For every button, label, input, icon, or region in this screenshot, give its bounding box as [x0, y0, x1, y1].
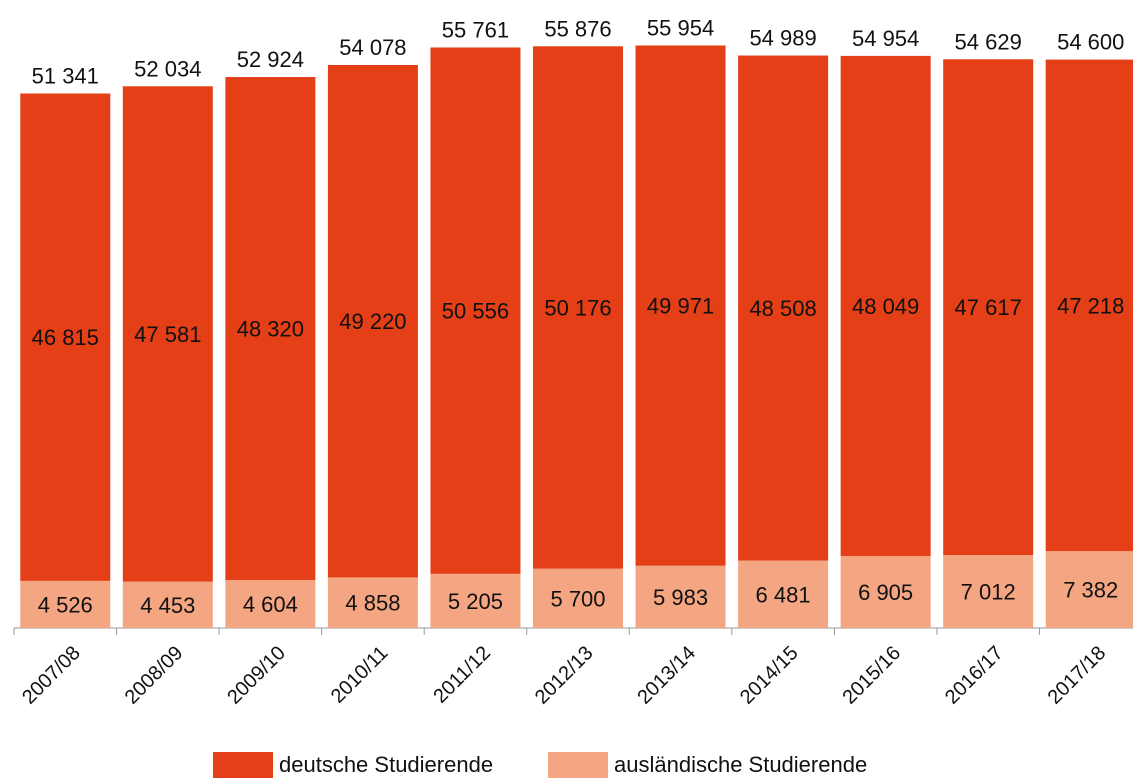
total-label-4: 55 761: [442, 17, 509, 42]
bar-auslaendische-9: [943, 555, 1034, 628]
total-label-7: 54 989: [749, 26, 816, 51]
x-tick-label-10: 2017/18: [1044, 642, 1111, 709]
bar-auslaendische-8: [840, 556, 931, 628]
legend-label-deutsche: deutsche Studierende: [279, 752, 494, 777]
total-label-5: 55 876: [544, 16, 611, 41]
bar-auslaendische-7: [738, 560, 829, 628]
x-tick-label-7: 2014/15: [736, 642, 803, 709]
data-label-deutsche-1: 47 581: [134, 322, 201, 347]
bar-auslaendische-0: [20, 580, 111, 628]
x-tick-label-8: 2015/16: [838, 642, 905, 709]
data-label-auslaendische-3: 4 858: [345, 591, 400, 616]
bar-auslaendische-4: [430, 573, 521, 628]
data-label-deutsche-2: 48 320: [237, 317, 304, 342]
bar-deutsche-5: [533, 46, 623, 569]
data-label-deutsche-8: 48 049: [852, 294, 919, 319]
data-label-auslaendische-0: 4 526: [38, 592, 93, 617]
x-tick-label-1: 2008/09: [121, 642, 188, 709]
x-tick-label-2: 2009/10: [223, 642, 290, 709]
legend: deutsche Studierende ausländische Studie…: [0, 752, 1133, 782]
bar-deutsche-10: [1045, 59, 1133, 552]
legend-item-auslaendische: ausländische Studierende: [548, 752, 867, 778]
bar-auslaendische-5: [533, 568, 623, 628]
bar-deutsche-1: [122, 86, 213, 582]
stacked-bar-chart: 4 526 46 815 51 341 2007/08 4 453 47 581 52 03…: [13, 15, 1133, 709]
x-tick-label-0: 2007/08: [18, 642, 85, 709]
x-tick-label-5: 2012/13: [531, 642, 598, 709]
data-label-deutsche-0: 46 815: [32, 325, 99, 350]
data-label-deutsche-7: 48 508: [749, 296, 816, 321]
bar-auslaendische-2: [225, 580, 316, 628]
legend-swatch-auslaendische: [548, 752, 608, 778]
total-label-1: 52 034: [134, 56, 201, 81]
bar-deutsche-6: [635, 45, 726, 566]
data-label-auslaendische-5: 5 700: [550, 586, 605, 611]
data-label-auslaendische-8: 6 905: [858, 580, 913, 605]
total-label-9: 54 629: [955, 29, 1022, 54]
total-label-8: 54 954: [852, 26, 919, 51]
legend-swatch-deutsche: [213, 752, 273, 778]
x-tick-label-6: 2013/14: [633, 642, 700, 709]
bar-auslaendische-6: [635, 565, 726, 628]
data-label-auslaendische-9: 7 012: [961, 580, 1016, 605]
data-label-auslaendische-4: 5 205: [448, 589, 503, 614]
data-label-deutsche-9: 47 617: [955, 295, 1022, 320]
bar-deutsche-7: [738, 55, 829, 561]
bar-deutsche-3: [327, 65, 418, 578]
data-label-deutsche-3: 49 220: [339, 309, 406, 334]
bar-deutsche-2: [225, 77, 316, 581]
total-label-10: 54 600: [1057, 30, 1124, 55]
data-label-deutsche-5: 50 176: [544, 295, 611, 320]
data-label-auslaendische-7: 6 481: [756, 582, 811, 607]
data-label-auslaendische-1: 4 453: [140, 593, 195, 618]
bar-deutsche-8: [840, 55, 931, 557]
data-label-deutsche-6: 49 971: [647, 294, 714, 319]
total-label-0: 51 341: [32, 64, 99, 89]
x-tick-label-9: 2016/17: [941, 642, 1008, 709]
bar-deutsche-4: [430, 47, 521, 574]
total-label-6: 55 954: [647, 15, 714, 40]
bar-auslaendische-3: [327, 577, 418, 628]
total-label-3: 54 078: [339, 35, 406, 60]
data-label-auslaendische-10: 7 382: [1063, 578, 1118, 603]
legend-label-auslaendische: ausländische Studierende: [614, 752, 868, 777]
legend-item-deutsche: deutsche Studierende: [213, 752, 493, 778]
data-label-deutsche-10: 47 218: [1057, 293, 1124, 318]
bar-auslaendische-1: [122, 581, 213, 628]
x-tick-label-3: 2010/11: [327, 642, 393, 708]
x-tick-label-4: 2011/12: [429, 642, 495, 708]
data-label-auslaendische-6: 5 983: [653, 585, 708, 610]
bar-auslaendische-10: [1045, 551, 1133, 628]
bar-deutsche-0: [20, 93, 111, 581]
bar-deutsche-9: [943, 59, 1034, 556]
total-label-2: 52 924: [237, 47, 304, 72]
data-label-deutsche-4: 50 556: [442, 299, 509, 324]
data-label-auslaendische-2: 4 604: [243, 592, 298, 617]
